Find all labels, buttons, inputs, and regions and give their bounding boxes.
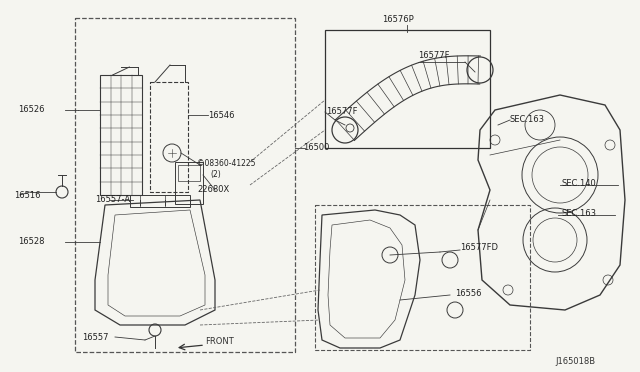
Text: J165018B: J165018B — [555, 357, 595, 366]
Text: 16577F: 16577F — [418, 51, 449, 60]
Text: 16557: 16557 — [82, 333, 109, 341]
Text: 16576P: 16576P — [382, 16, 413, 25]
Bar — [178, 165, 200, 181]
Text: FRONT: FRONT — [205, 337, 234, 346]
Text: 16546: 16546 — [208, 110, 234, 119]
Text: 16528: 16528 — [18, 237, 45, 247]
Text: 16577FD: 16577FD — [460, 244, 498, 253]
Text: SEC.163: SEC.163 — [510, 115, 545, 125]
Bar — [75, 18, 295, 352]
Bar — [325, 30, 490, 148]
Text: 16526: 16526 — [18, 106, 45, 115]
Text: 16557-A: 16557-A — [95, 196, 130, 205]
Bar — [130, 195, 190, 207]
Bar — [150, 82, 188, 192]
Text: 22680X: 22680X — [197, 186, 229, 195]
Bar — [175, 162, 203, 204]
Bar — [100, 75, 142, 195]
Bar — [315, 205, 530, 350]
Text: 16556: 16556 — [455, 289, 481, 298]
Text: SEC.163: SEC.163 — [562, 208, 597, 218]
Text: (2): (2) — [210, 170, 221, 180]
Text: 16516: 16516 — [14, 190, 40, 199]
Text: 16500: 16500 — [303, 144, 330, 153]
Text: SEC.140: SEC.140 — [562, 179, 596, 187]
Text: ©08360-41225: ©08360-41225 — [197, 158, 255, 167]
Text: 16577F: 16577F — [326, 108, 358, 116]
